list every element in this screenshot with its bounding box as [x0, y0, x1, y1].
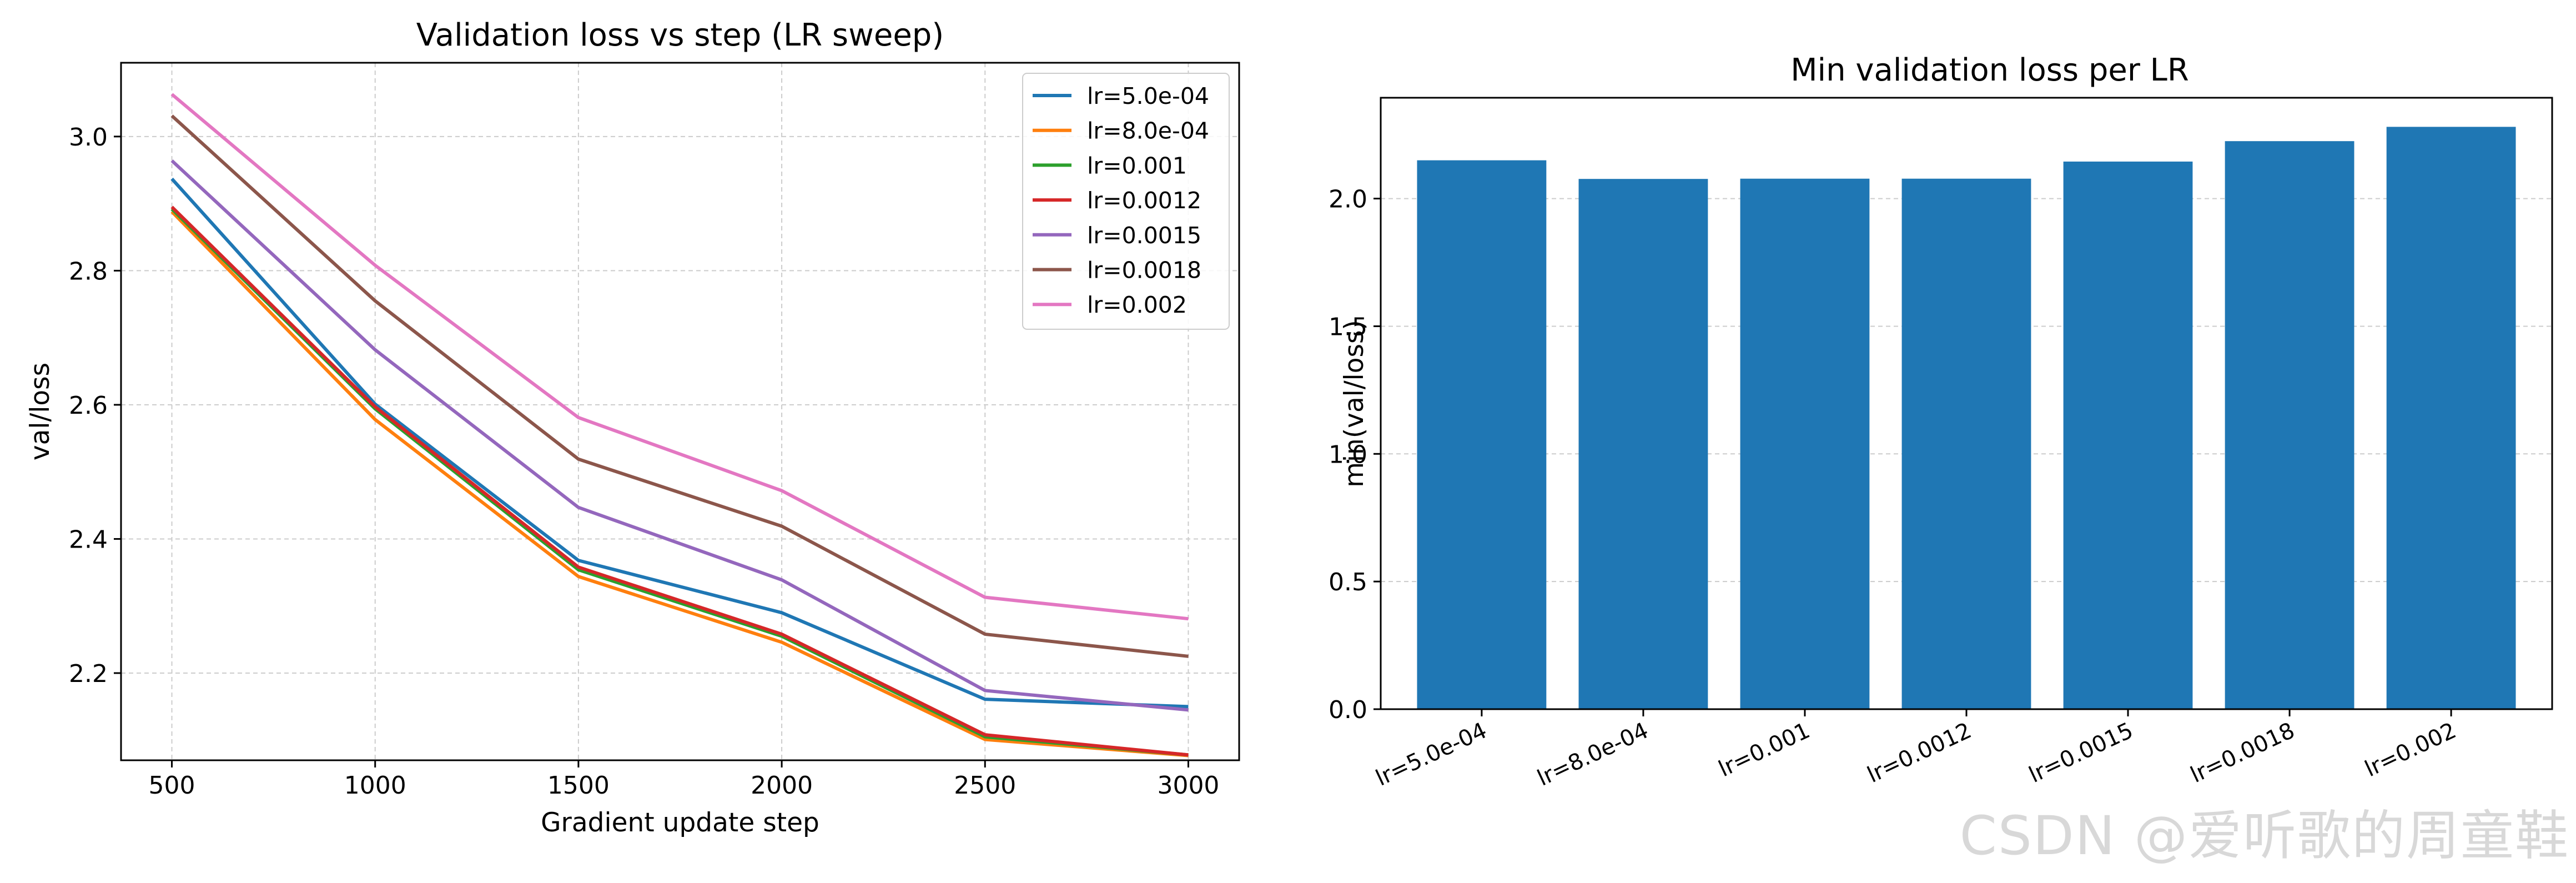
bar-lr=5.0e-04	[1417, 160, 1547, 709]
line-series-lr=0.002	[170, 93, 1189, 621]
line-chart-x-tick-label: 2500	[954, 771, 1016, 800]
bar-chart-y-ticks: 0.0 0.5 1.0 1.5 2.0	[1329, 185, 1381, 724]
line-chart-x-tick-label: 500	[149, 771, 195, 800]
legend-label: lr=0.0018	[1087, 257, 1201, 284]
watermark: CSDN @爱听歌的周童鞋	[1959, 805, 2569, 867]
bar-chart-x-tick-label: lr=5.0e-04	[1372, 718, 1491, 791]
legend-label: lr=0.001	[1087, 152, 1187, 179]
bar-chart-bars	[1417, 127, 2516, 710]
line-series-lr=0.0015	[170, 159, 1189, 712]
bar-lr=0.0018	[2225, 141, 2354, 709]
line-chart-x-tick-label: 1500	[547, 771, 610, 800]
bar-lr=0.001	[1740, 178, 1870, 709]
line-chart-x-tick-label: 1000	[344, 771, 406, 800]
legend-label: lr=0.0015	[1087, 222, 1201, 249]
bar-chart-x-tick-label: lr=0.0015	[2025, 718, 2137, 788]
line-chart-axes-frame	[120, 62, 1240, 761]
bar-lr=0.0012	[1901, 178, 2031, 709]
line-chart-y-ticks: 2.2 2.4 2.6 2.8 3.0	[69, 123, 121, 688]
legend-box	[1022, 73, 1230, 330]
legend-label: lr=5.0e-04	[1087, 83, 1209, 109]
line-chart-x-label: Gradient update step	[541, 807, 819, 838]
bar-chart-y-tick-label: 0.5	[1329, 568, 1367, 596]
bar-chart-x-ticks: lr=5.0e-04 lr=8.0e-04 lr=0.001 lr=0.0012 lr=…	[1372, 709, 2460, 791]
bar-chart-x-tick-label: lr=8.0e-04	[1533, 718, 1652, 791]
line-chart-y-tick-label: 2.6	[69, 392, 108, 420]
line-chart-legend: lr=5.0e-04 lr=8.0e-04 lr=0.001 lr=0.0012 lr=…	[1022, 73, 1230, 330]
line-chart-y-label: val/loss	[25, 363, 56, 460]
line-chart-y-tick-label: 3.0	[69, 123, 108, 152]
line-series-lr=0.0012	[170, 205, 1189, 757]
line-chart-x-ticks: 500 1000 1500 2000 2500 3000	[149, 760, 1219, 800]
line-chart-series	[170, 93, 1189, 757]
line-chart-x-tick-label: 2000	[751, 771, 813, 800]
bar-chart-x-tick-label: lr=0.002	[2361, 718, 2461, 782]
line-chart-y-tick-label: 2.8	[69, 257, 108, 285]
legend-label: lr=8.0e-04	[1087, 118, 1209, 144]
legend-label: lr=0.002	[1087, 292, 1187, 318]
line-series-lr=8.0e-04	[170, 210, 1189, 757]
bar-lr=8.0e-04	[1578, 179, 1708, 710]
bar-chart-y-tick-label: 0.0	[1329, 696, 1367, 724]
bar-chart-y-tick-label: 2.0	[1329, 185, 1367, 214]
bar-chart-title: Min validation loss per LR	[1790, 52, 2189, 88]
line-chart: Validation loss vs step (LR sweep) 500 10…	[25, 17, 1240, 838]
bar-chart: Min validation loss per LR lr=5.0e-04 lr=…	[1329, 52, 2553, 791]
line-chart-y-tick-label: 2.4	[69, 525, 108, 554]
bar-lr=0.002	[2386, 127, 2516, 709]
legend-label: lr=0.0012	[1087, 187, 1201, 214]
bar-chart-y-tick-label: 1.0	[1329, 440, 1367, 469]
line-series-lr=5.0e-04	[170, 177, 1189, 709]
bar-lr=0.0015	[2063, 161, 2193, 709]
bar-chart-x-tick-label: lr=0.001	[1715, 718, 1814, 782]
line-chart-x-tick-label: 3000	[1157, 771, 1219, 800]
line-chart-y-tick-label: 2.2	[69, 660, 108, 688]
line-chart-title: Validation loss vs step (LR sweep)	[416, 17, 944, 53]
bar-chart-x-tick-label: lr=0.0018	[2187, 718, 2299, 788]
bar-chart-y-tick-label: 1.5	[1329, 313, 1367, 341]
bar-chart-y-label: min(val/loss)	[1339, 320, 1370, 488]
line-series-lr=0.0018	[170, 114, 1189, 658]
bar-chart-x-tick-label: lr=0.0012	[1864, 718, 1976, 788]
